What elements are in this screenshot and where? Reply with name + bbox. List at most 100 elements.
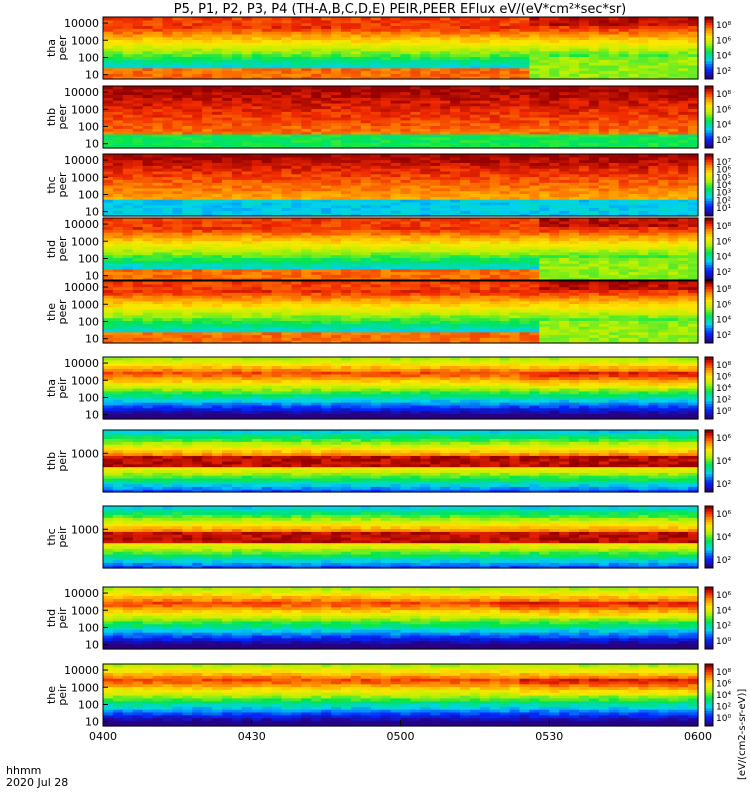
- heatmap-cell: [341, 277, 352, 281]
- heatmap-cell: [301, 76, 312, 80]
- heatmap-cell: [668, 170, 679, 175]
- heatmap-cell: [271, 131, 283, 135]
- heatmap-cell: [598, 170, 610, 175]
- heatmap-cell: [420, 42, 431, 46]
- heatmap-cell: [460, 190, 471, 194]
- heatmap-cell: [341, 162, 352, 166]
- heatmap-cell: [489, 17, 501, 21]
- heatmap-cell: [202, 125, 213, 129]
- heatmap-cell: [499, 76, 511, 80]
- heatmap-cell: [311, 25, 322, 29]
- heatmap-cell: [331, 201, 342, 206]
- heatmap-cell: [301, 86, 312, 90]
- heatmap-cell: [648, 102, 659, 107]
- heatmap-cell: [331, 237, 342, 242]
- heatmap-cell: [162, 187, 173, 192]
- heatmap-cell: [400, 108, 411, 112]
- colorbar-swatch: [705, 192, 713, 196]
- heatmap-cell: [420, 62, 431, 66]
- heatmap-cell: [539, 36, 550, 41]
- heatmap-cell: [261, 102, 273, 107]
- heatmap-cell: [251, 274, 263, 278]
- heatmap-cell: [588, 142, 600, 146]
- heatmap-cell: [202, 119, 213, 124]
- heatmap-cell: [360, 176, 372, 180]
- heatmap-cell: [618, 17, 630, 21]
- heatmap-cell: [341, 232, 352, 236]
- heatmap-cell: [192, 105, 203, 110]
- heatmap-cell: [132, 64, 144, 69]
- heatmap-cell: [370, 196, 382, 200]
- heatmap-cell: [450, 243, 461, 247]
- heatmap-cell: [281, 204, 292, 209]
- heatmap-cell: [261, 185, 273, 189]
- heatmap-cell: [688, 73, 699, 77]
- heatmap-cell: [281, 39, 292, 43]
- heatmap-cell: [162, 142, 173, 146]
- heatmap-cell: [301, 50, 312, 55]
- heatmap-cell: [569, 111, 580, 115]
- heatmap-cell: [668, 165, 679, 169]
- heatmap-cell: [559, 176, 570, 180]
- heatmap-cell: [152, 39, 164, 43]
- heatmap-cell: [529, 64, 540, 69]
- heatmap-cell: [668, 105, 679, 110]
- heatmap-cell: [132, 218, 144, 222]
- heatmap-cell: [390, 108, 402, 112]
- heatmap-cell: [469, 154, 481, 158]
- heatmap-cell: [281, 31, 292, 35]
- heatmap-cell: [360, 260, 372, 264]
- heatmap-cell: [251, 204, 263, 209]
- heatmap-cell: [241, 114, 253, 118]
- heatmap-cell: [212, 94, 223, 98]
- heatmap-cell: [440, 201, 451, 206]
- heatmap-cell: [182, 70, 193, 74]
- heatmap-cell: [608, 173, 620, 178]
- heatmap-cell: [271, 53, 283, 57]
- heatmap-cell: [311, 33, 322, 38]
- heatmap-cell: [261, 204, 273, 209]
- heatmap-cell: [341, 53, 352, 57]
- heatmap-cell: [132, 105, 144, 110]
- heatmap-cell: [182, 156, 193, 161]
- heatmap-cell: [430, 28, 441, 32]
- heatmap-cell: [489, 114, 501, 118]
- heatmap-cell: [628, 102, 640, 107]
- heatmap-cell: [598, 53, 610, 57]
- heatmap-cell: [569, 117, 580, 121]
- heatmap-cell: [103, 162, 114, 166]
- heatmap-cell: [410, 102, 421, 107]
- heatmap-cell: [588, 196, 600, 200]
- heatmap-cell: [241, 240, 253, 244]
- heatmap-cell: [182, 114, 193, 118]
- heatmap-cell: [241, 36, 253, 41]
- heatmap-cell: [291, 243, 302, 247]
- heatmap-cell: [122, 226, 134, 230]
- heatmap-cell: [103, 100, 114, 104]
- heatmap-cell: [112, 243, 124, 247]
- heatmap-cell: [440, 48, 451, 52]
- heatmap-cell: [142, 91, 154, 95]
- heatmap-cell: [588, 59, 600, 63]
- heatmap-cell: [529, 204, 540, 209]
- heatmap-cell: [172, 176, 183, 180]
- heatmap-cell: [469, 19, 481, 24]
- heatmap-cell: [539, 25, 550, 29]
- heatmap-cell: [122, 17, 134, 21]
- heatmap-cell: [271, 268, 283, 273]
- heatmap-cell: [370, 165, 382, 169]
- heatmap-cell: [281, 162, 292, 166]
- heatmap-cell: [202, 154, 213, 158]
- heatmap-cell: [212, 271, 223, 275]
- heatmap-cell: [341, 156, 352, 161]
- heatmap-cell: [341, 62, 352, 66]
- heatmap-cell: [103, 94, 114, 98]
- heatmap-cell: [291, 249, 302, 253]
- y-tick-label: 100: [78, 51, 99, 64]
- heatmap-cell: [350, 136, 362, 141]
- heatmap-cell: [440, 159, 451, 163]
- heatmap-cell: [559, 28, 570, 32]
- heatmap-cell: [360, 94, 372, 98]
- heatmap-cell: [519, 165, 530, 169]
- heatmap-cell: [608, 201, 620, 206]
